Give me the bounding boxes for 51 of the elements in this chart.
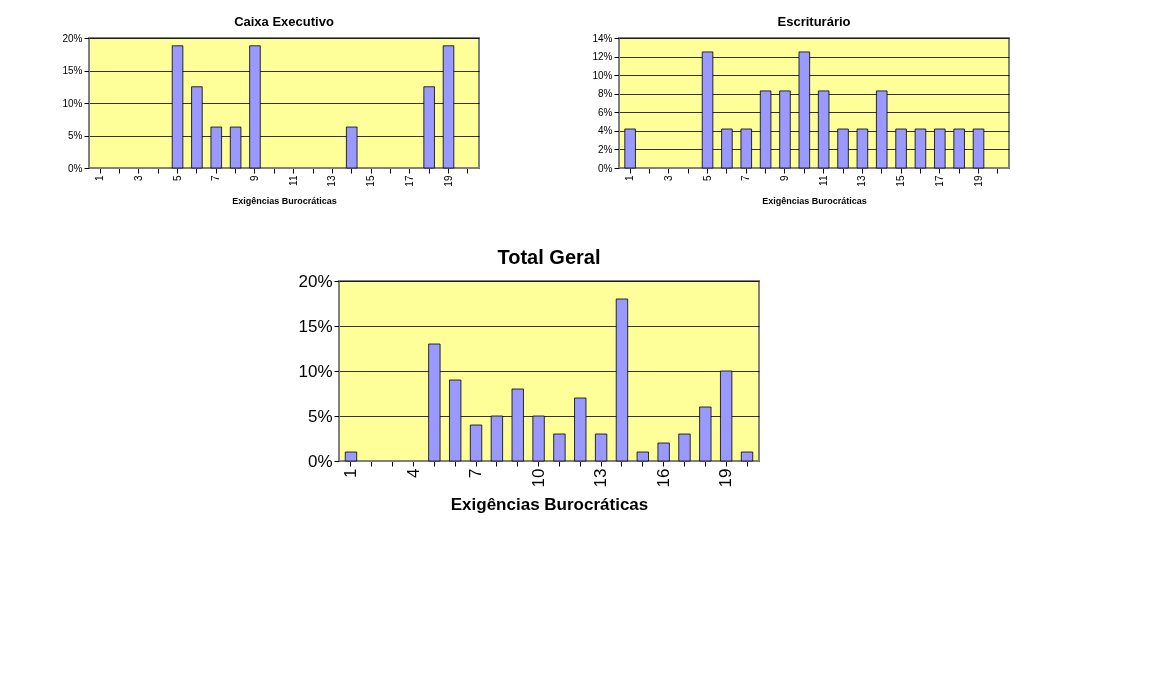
y-tick-label: 15%: [298, 316, 333, 336]
y-tick-label: 10%: [62, 97, 83, 109]
x-tick-label: 7: [466, 468, 486, 478]
y-tick-label: 0%: [68, 162, 83, 174]
y-tick-label: 2%: [598, 143, 613, 155]
x-tick-label: 9: [778, 175, 790, 182]
x-tick-label: 3: [662, 175, 674, 182]
x-tick-label: 1: [94, 175, 106, 182]
y-tick-label: 0%: [307, 451, 333, 471]
y-tick-label: 10%: [592, 69, 613, 81]
y-tick-label: 5%: [68, 130, 83, 141]
x-tick-label: 11: [817, 175, 829, 186]
x-tick-label: 15: [365, 175, 377, 187]
x-tick-label: 7: [210, 175, 222, 182]
x-tick-label: 5: [171, 175, 183, 182]
x-tick-label: 1: [624, 175, 636, 182]
x-axis-title: Exigências Burocráticas: [450, 495, 649, 515]
x-tick-label: 7: [740, 175, 752, 182]
x-tick-label: 17: [933, 175, 945, 187]
x-tick-label: 19: [972, 175, 984, 187]
x-tick-label: 11: [287, 175, 299, 186]
x-tick-label: 5: [701, 175, 713, 182]
x-tick-label: 13: [326, 175, 338, 187]
y-tick-label: 12%: [592, 51, 613, 63]
x-tick-label: 19: [716, 468, 736, 488]
y-tick-label: 4%: [598, 125, 613, 137]
chart-title: Escriturário: [777, 14, 851, 29]
y-tick-label: 20%: [62, 32, 83, 44]
x-tick-label: 9: [248, 175, 260, 182]
x-axis-title: Exigências Burocráticas: [232, 195, 337, 206]
x-tick-label: 16: [653, 468, 673, 488]
y-tick-label: 15%: [62, 65, 83, 76]
x-tick-label: 17: [403, 175, 415, 187]
x-tick-label: 1: [340, 468, 360, 478]
x-tick-label: 19: [442, 175, 454, 187]
x-tick-label: 13: [856, 175, 868, 187]
x-tick-label: 10: [528, 468, 548, 488]
y-tick-label: 0%: [598, 162, 613, 174]
y-tick-label: 10%: [298, 361, 333, 381]
y-tick-label: 14%: [592, 32, 613, 44]
y-tick-label: 6%: [598, 106, 613, 118]
x-tick-label: 3: [132, 175, 144, 182]
x-tick-label: 15: [895, 175, 907, 187]
x-tick-label: 13: [591, 468, 611, 488]
x-tick-label: 4: [403, 468, 423, 478]
x-axis-title: Exigências Burocráticas: [762, 195, 867, 206]
y-tick-label: 5%: [307, 406, 333, 426]
y-tick-label: 8%: [598, 88, 613, 100]
y-tick-label: 20%: [298, 271, 333, 291]
chart-title: Total Geral: [497, 246, 601, 268]
chart-title: Caixa Executivo: [234, 14, 334, 29]
